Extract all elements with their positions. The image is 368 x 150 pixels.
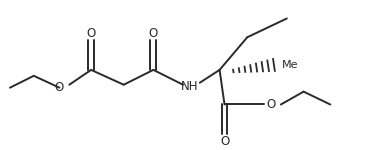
Text: O: O <box>220 135 229 148</box>
Text: O: O <box>55 81 64 94</box>
Text: O: O <box>266 98 276 111</box>
Text: Me: Me <box>282 60 298 70</box>
Text: O: O <box>149 27 158 40</box>
Text: O: O <box>86 27 96 40</box>
Text: NH: NH <box>181 80 199 93</box>
